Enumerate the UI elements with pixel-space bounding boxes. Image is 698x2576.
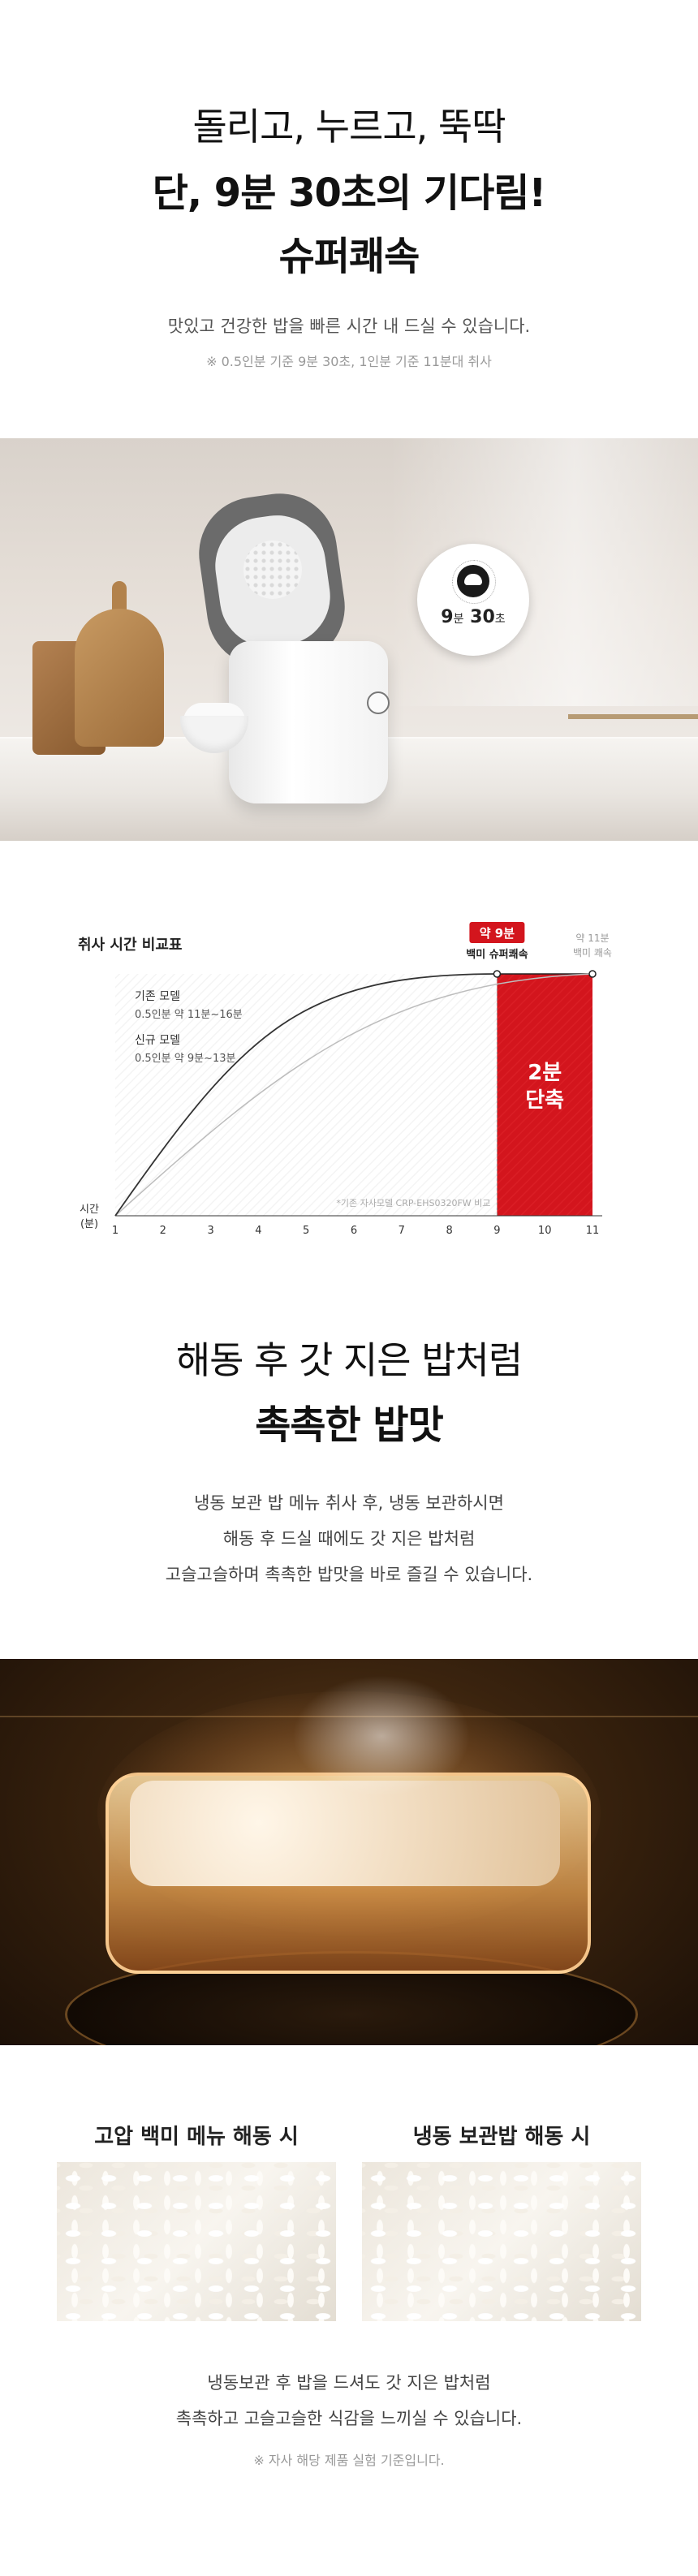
chart-title: 취사 시간 비교표 <box>78 937 183 954</box>
headline-line-1: 돌리고, 누르고, 뚝딱 <box>192 105 506 149</box>
right-comparison-label: 냉동 보관밥 해동 시 <box>412 2125 591 2149</box>
x-tick-label: 2 <box>160 1225 166 1237</box>
intro-section: 돌리고, 누르고, 뚝딱 단, 9분 30초의 기다림! 슈퍼쾌속 맛있고 건강… <box>0 0 698 438</box>
defrost-paragraph-line-3: 고슬고슬하며 촉촉한 밥맛을 바로 즐길 수 있습니다. <box>165 1565 533 1584</box>
headline-line-3: 슈퍼쾌속 <box>278 234 420 279</box>
x-axis-label-line-1: 시간 <box>80 1204 99 1216</box>
new-model-time-badge <box>469 922 525 943</box>
microwave-photo <box>0 1659 698 2045</box>
badge-minutes-unit: 분 <box>453 613 464 626</box>
x-tick-label: 5 <box>303 1225 309 1237</box>
x-tick-label: 7 <box>399 1225 405 1237</box>
kitchen-shelf <box>568 714 698 719</box>
cutting-board <box>75 609 164 747</box>
point-new-model-end <box>493 970 502 978</box>
rice-cooker-button <box>367 691 390 714</box>
new-model-label: 백미 슈퍼쾌속 <box>466 948 528 961</box>
defrost-headline-1: 해동 후 갓 지은 밥처럼 <box>175 1338 523 1382</box>
chart-footnote: *기존 자사모델 CRP-EHS0320FW 비교 <box>336 1198 490 1208</box>
x-axis-label-line-2: (분) <box>80 1218 98 1230</box>
old-model-label-line-1: 약 11분 <box>575 932 609 944</box>
x-tick-label: 9 <box>493 1225 500 1237</box>
legend-old-model-detail: 0.5인분 약 11분~16분 <box>135 1009 243 1021</box>
saving-label-line-2: 단축 <box>525 1088 564 1113</box>
headline-line-2: 단, 9분 30초의 기다림! <box>152 170 547 216</box>
left-comparison-label: 고압 백미 메뉴 해동 시 <box>94 2125 299 2149</box>
badge-seconds: 30 <box>470 607 495 627</box>
badge-ring <box>452 560 496 604</box>
new-model-time-badge-text: 약 9분 <box>480 926 515 941</box>
defrost-paragraph-line-2: 해동 후 드실 때에도 갓 지은 밥처럼 <box>222 1529 476 1549</box>
x-tick-label: 6 <box>351 1225 357 1237</box>
intro-note: ※ 0.5인분 기준 9분 30초, 1인분 기준 11분대 취사 <box>206 354 492 369</box>
x-tick-label: 1 <box>112 1225 118 1237</box>
rice-cooker-body <box>229 641 388 803</box>
rice-closeup-right <box>362 2162 641 2321</box>
legend-old-model-name: 기존 모델 <box>135 990 180 1003</box>
rice-bowl-icon <box>457 565 489 597</box>
series-line-new-model <box>114 973 498 1217</box>
x-tick-label: 3 <box>207 1225 213 1237</box>
chart-hatch-area <box>115 974 498 1216</box>
badge-seconds-unit: 초 <box>494 613 506 626</box>
x-tick-label: 4 <box>255 1225 261 1237</box>
badge-time: 9분 30초 <box>417 607 529 627</box>
comparison-paragraph-line-1: 냉동보관 후 밥을 드셔도 갓 지은 밥처럼 <box>207 2373 491 2393</box>
legend-new-model-detail: 0.5인분 약 9분~13분 <box>135 1053 235 1065</box>
series-line-old-model <box>114 973 593 1217</box>
comparison-paragraph: 냉동보관 후 밥을 드셔도 갓 지은 밥처럼 촉촉하고 고슬고슬한 식감을 느끼… <box>0 2365 698 2436</box>
intro-description: 맛있고 건강한 밥을 빠른 시간 내 드실 수 있습니다. <box>167 317 531 336</box>
saving-label-line-1: 2분 <box>528 1061 562 1085</box>
steam <box>292 1675 471 1797</box>
badge-minutes: 9 <box>441 607 454 627</box>
x-tick-label: 11 <box>586 1225 600 1237</box>
rice-cooker-vent <box>243 541 302 599</box>
comparison-paragraph-line-2: 촉촉하고 고슬고슬한 식감을 느끼실 수 있습니다. <box>175 2409 523 2428</box>
saving-block-hatch <box>497 974 592 1216</box>
x-tick-label: 10 <box>538 1225 552 1237</box>
defrost-paragraph-line-1: 냉동 보관 밥 메뉴 취사 후, 냉동 보관하시면 <box>194 1493 504 1513</box>
defrost-headline-2: 촉촉한 밥맛 <box>255 1402 444 1448</box>
cook-time-badge: 9분 30초 <box>417 544 529 656</box>
defrost-paragraph: 냉동 보관 밥 메뉴 취사 후, 냉동 보관하시면 해동 후 드실 때에도 갓 … <box>0 1485 698 1592</box>
cook-time-chart: 1 2 3 4 5 6 7 8 9 10 11 시간 (분) 기존 모델 0.5인분 약 11분~16분신규… <box>80 922 612 1237</box>
old-model-label-line-2: 백미 쾌속 <box>573 947 612 958</box>
point-old-model-end <box>588 970 597 978</box>
rice-closeup-left <box>57 2162 336 2321</box>
rice-cooker-photo: 9분 30초 <box>0 438 698 841</box>
rice-in-dish <box>130 1781 560 1886</box>
x-tick-label: 8 <box>446 1225 452 1237</box>
comparison-note: ※ 자사 해당 제품 실험 기준입니다. <box>253 2453 445 2468</box>
legend-new-model-name: 신규 모델 <box>135 1034 180 1047</box>
